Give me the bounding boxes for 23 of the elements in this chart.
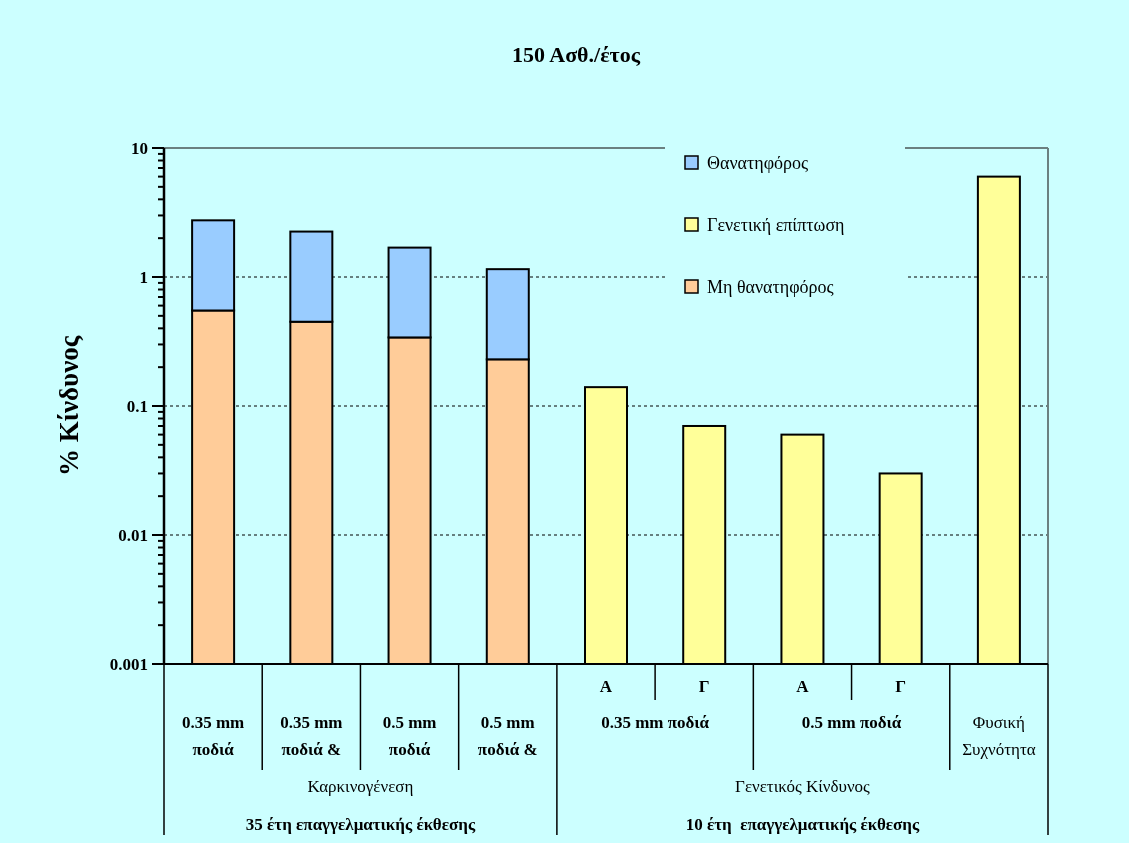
x-tick-label: 0.35 mm ποδιά (181, 713, 245, 759)
legend-label: Γενετική επίπτωση (707, 215, 845, 236)
y-tick-label: 0.001 (109, 654, 148, 674)
chart-title: 150 Ασθ./έτος (511, 42, 641, 67)
legend-label: Μη θανατηφόρος (707, 277, 834, 298)
text: 35 έτη επαγγελματικής έκθεσης (245, 815, 476, 834)
y-tick-label: 0.1 (126, 396, 148, 416)
text: Καρκινογένεση (307, 777, 414, 796)
x-tick-label: Α (796, 677, 810, 696)
x-tick-label: 0.35 mm ποδιά & (280, 713, 343, 759)
legend-label: Θανατηφόρος (707, 153, 809, 174)
y-axis-title: % Κίνδυνος (54, 335, 84, 477)
text: Γενετικός Κίνδυνος (735, 777, 871, 796)
y-tick-label: 10 (131, 138, 148, 158)
x-tick-label: 0.5 mm ποδιά & (477, 713, 538, 759)
x-tick-label: Γ (698, 677, 710, 696)
y-tick-label: 1 (139, 267, 148, 287)
y-tick-label: 0.01 (118, 525, 148, 545)
x-tick-label: 0.5 mm ποδιά (382, 713, 437, 759)
x-tick-label: Γ (895, 677, 907, 696)
x-tick-label: Α (599, 677, 613, 696)
text: 10 έτη επαγγελματικής έκθεσης (685, 815, 921, 834)
x-tick-label: Φυσική Συχνότητα (962, 713, 1036, 759)
